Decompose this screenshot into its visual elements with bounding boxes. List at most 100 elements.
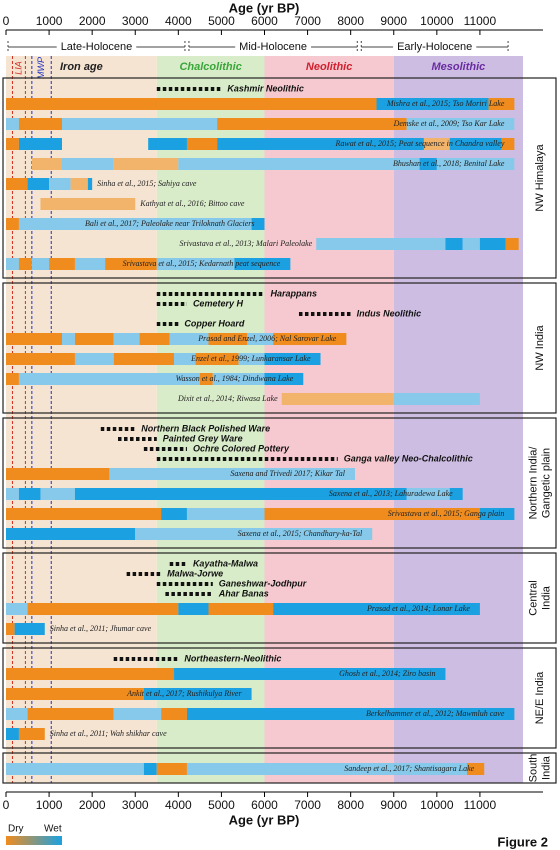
record-label: Dixit et al., 2014; Riwasa Lake [177, 394, 278, 403]
x-tick-label: 11000 [464, 14, 497, 28]
record-segment [436, 158, 515, 170]
record-segment [62, 333, 75, 345]
record-label: Ghosh et al., 2014; Ziro basin [339, 669, 435, 678]
culture-label: Ahar Banas [218, 588, 269, 598]
record-segment [6, 333, 63, 345]
region-label: NE/E India [534, 671, 546, 724]
record-segment [449, 138, 502, 150]
record-label: Berkelhammer et al., 2012; Mawmluh cave [366, 709, 505, 718]
record-segment [419, 158, 437, 170]
record-segment [406, 488, 450, 500]
record-segment [6, 373, 19, 385]
record-segment [445, 238, 463, 250]
culture-label: Cemetery H [193, 298, 244, 308]
period-label: Late-Holocene [61, 41, 133, 53]
record-segment [87, 178, 93, 190]
record-segment [6, 218, 19, 230]
record-segment [27, 708, 114, 720]
record-segment [6, 688, 144, 700]
record-segment [113, 333, 140, 345]
x-tick-label: 6000 [251, 798, 278, 812]
x-tick-label: 4000 [165, 798, 192, 812]
region-box [2, 752, 557, 784]
record-segment [6, 98, 377, 110]
record-label: Ankit et al., 2017; Rushikulya River [126, 689, 242, 698]
region-box [2, 552, 557, 644]
record-segment [6, 118, 19, 130]
record-segment [393, 393, 480, 405]
record-segment [6, 603, 28, 615]
x-tick-label: 4000 [165, 14, 192, 28]
record-segment [169, 333, 209, 345]
x-tick-label: 2000 [79, 14, 106, 28]
record-segment [49, 178, 71, 190]
record-segment [6, 468, 110, 480]
x-tick-label: 7000 [294, 798, 321, 812]
record-segment [113, 353, 175, 365]
record-segment [186, 763, 467, 775]
record-segment [6, 728, 19, 740]
record-segment [139, 333, 170, 345]
record-label: Prasad and Enzel, 2006; Nal Sarovar Lake [197, 334, 337, 343]
culture-label: Northeastern-Neolithic [184, 653, 281, 663]
top-axis-title: Age (yr BP) [229, 0, 300, 15]
region-label: Gangetic plain [540, 448, 552, 518]
record-segment [62, 118, 218, 130]
zone-label: Iron age [60, 61, 103, 73]
record-segment [74, 488, 407, 500]
record-segment [143, 688, 252, 700]
record-segment [18, 373, 200, 385]
event-label: MWP [36, 57, 46, 79]
record-segment [208, 603, 274, 615]
record-segment [479, 238, 506, 250]
record-segment [406, 118, 515, 130]
region-label: South [527, 754, 539, 783]
region-label: NW India [534, 325, 546, 371]
culture-label: Ganeshwar-Jodhpur [219, 578, 307, 588]
record-segment [40, 488, 75, 500]
record-segment [109, 468, 355, 480]
record-segment [376, 98, 489, 110]
zone-band [6, 56, 157, 783]
record-segment [18, 258, 32, 270]
record-label: Saxena et al., 2013; Lahuradewa Lake [329, 489, 453, 498]
record-segment [195, 353, 239, 365]
region-label: India [540, 585, 552, 610]
record-segment [234, 258, 291, 270]
record-segment [14, 623, 45, 635]
record-segment [74, 333, 114, 345]
record-segment [316, 238, 446, 250]
record-segment [273, 603, 480, 615]
record-segment [113, 158, 179, 170]
x-tick-label: 5000 [208, 798, 235, 812]
region-box [2, 417, 557, 549]
record-segment [18, 118, 63, 130]
record-segment [143, 763, 157, 775]
culture-label: Kayatha-Malwa [193, 558, 258, 568]
x-tick-label: 0 [3, 14, 10, 28]
record-segment [105, 258, 157, 270]
record-segment [462, 238, 480, 250]
zone-label: Mesolithic [431, 61, 485, 73]
record-segment [174, 668, 446, 680]
record-segment [488, 98, 515, 110]
record-segment [6, 353, 75, 365]
culture-label: Painted Grey Ware [163, 433, 243, 443]
record-segment [6, 763, 144, 775]
record-label: Demske et al., 2009; Tso Kar Lake [393, 119, 505, 128]
culture-label: Malwa-Jorwe [167, 568, 223, 578]
culture-label: Indus Neolithic [357, 308, 422, 318]
record-label: Enzel et al., 1999; Lunkaransar Lake [190, 354, 311, 363]
record-segment [212, 373, 265, 385]
x-tick-label: 8000 [337, 798, 364, 812]
record-label: Wasson et al., 1984; Dindwana Lake [176, 374, 294, 383]
record-segment [505, 238, 519, 250]
culture-label: Harappans [271, 288, 318, 298]
record-label: Kathyat et al., 2016; Bittoo cave [139, 199, 245, 208]
region-box [2, 647, 557, 749]
x-tick-label: 9000 [380, 798, 407, 812]
legend-gradient [6, 836, 62, 845]
record-label: Rawat et al., 2015; Peat sequence in Cha… [335, 139, 505, 148]
record-segment [31, 258, 50, 270]
